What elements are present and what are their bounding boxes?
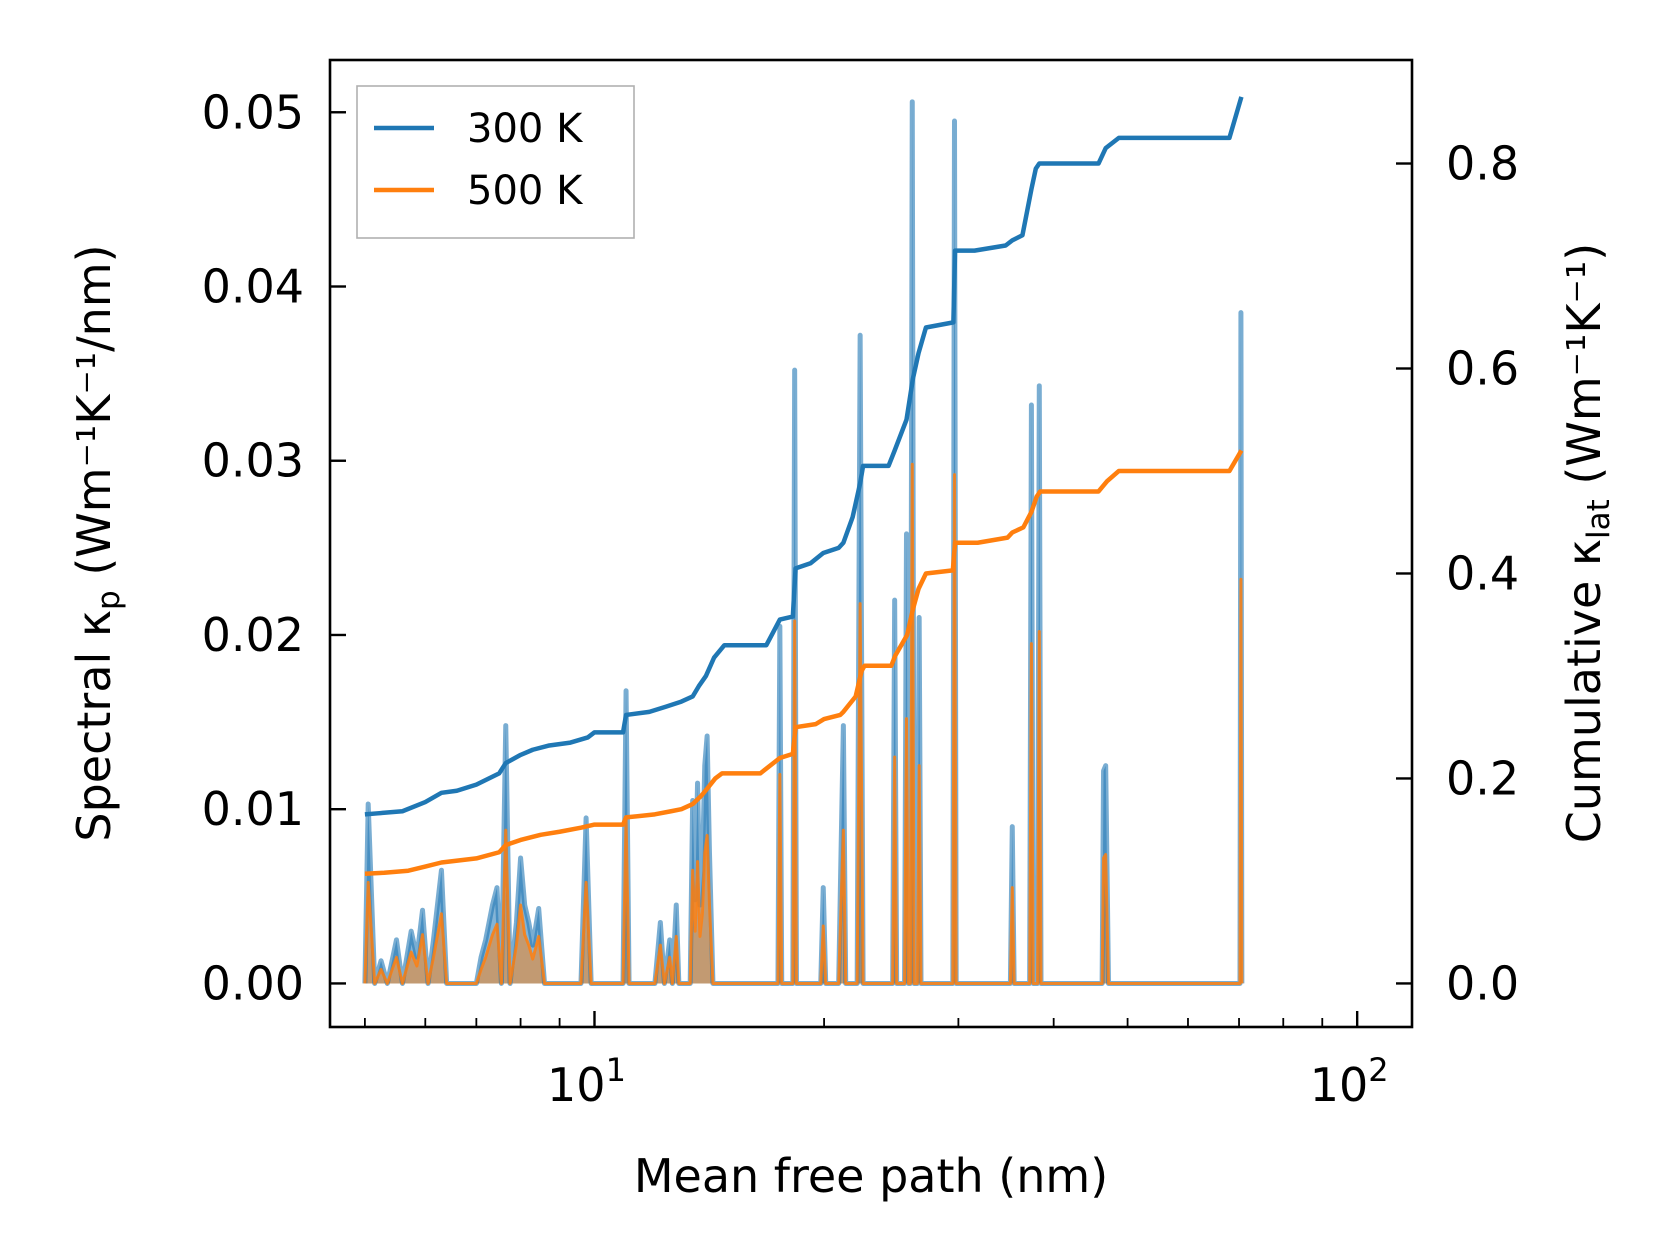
plot-frame [328,58,1414,1029]
y-left-title-subscript: p [91,590,127,610]
x-tick-label: 101 [547,1051,626,1112]
y-right-tick-label: 0.0 [1446,956,1519,1010]
y-right-tick-label: 0.8 [1446,137,1519,191]
x-tick-label: 102 [1310,1051,1389,1112]
legend-label-300k: 300 K [467,106,584,152]
x-axis: 101 102 [363,1011,1389,1112]
y-left-title-units: (Wm⁻¹K⁻¹/nm) [67,244,121,590]
y-left-tick-label: 0.03 [202,434,304,488]
cumulative-line-layer [364,96,1244,877]
x-tick-base: 10 [1310,1058,1369,1112]
y-right-title-main: Cumulative κ [1557,539,1611,843]
y-axis-left: 0.00 0.01 0.02 0.03 0.04 0.05 [202,85,346,1010]
y-right-title-units: (Wm⁻¹K⁻¹) [1557,243,1611,499]
y-left-tick-label: 0.00 [202,956,304,1010]
y-axis-right-title: Cumulative κlat (Wm⁻¹K⁻¹) [1557,243,1617,843]
y-left-tick-label: 0.05 [202,85,304,139]
x-tick-exponent: 1 [606,1051,626,1089]
y-right-tick-label: 0.2 [1446,751,1519,805]
x-tick-exponent: 2 [1368,1051,1388,1089]
cumulative-line-500k [364,449,1244,877]
x-axis-title: Mean free path (nm) [634,1149,1108,1203]
y-left-tick-label: 0.04 [202,260,304,314]
y-right-title-subscript: lat [1581,499,1617,539]
x-tick-base: 10 [547,1058,606,1112]
legend-label-500k: 500 K [467,168,584,214]
cumulative-line-300k [364,96,1244,817]
y-left-tick-label: 0.01 [202,782,304,836]
y-left-title-main: Spectral κ [67,610,121,842]
spectral-line-500k [363,462,1244,985]
y-axis-left-title: Spectral κp (Wm⁻¹K⁻¹/nm) [67,244,127,841]
y-left-tick-label: 0.02 [202,608,304,662]
legend: 300 K 500 K [356,85,635,239]
legend-box [356,85,635,239]
y-axis-right: 0.0 0.2 0.4 0.6 0.8 [1396,137,1519,1010]
y-right-tick-label: 0.4 [1446,546,1519,600]
y-right-tick-label: 0.6 [1446,341,1519,395]
